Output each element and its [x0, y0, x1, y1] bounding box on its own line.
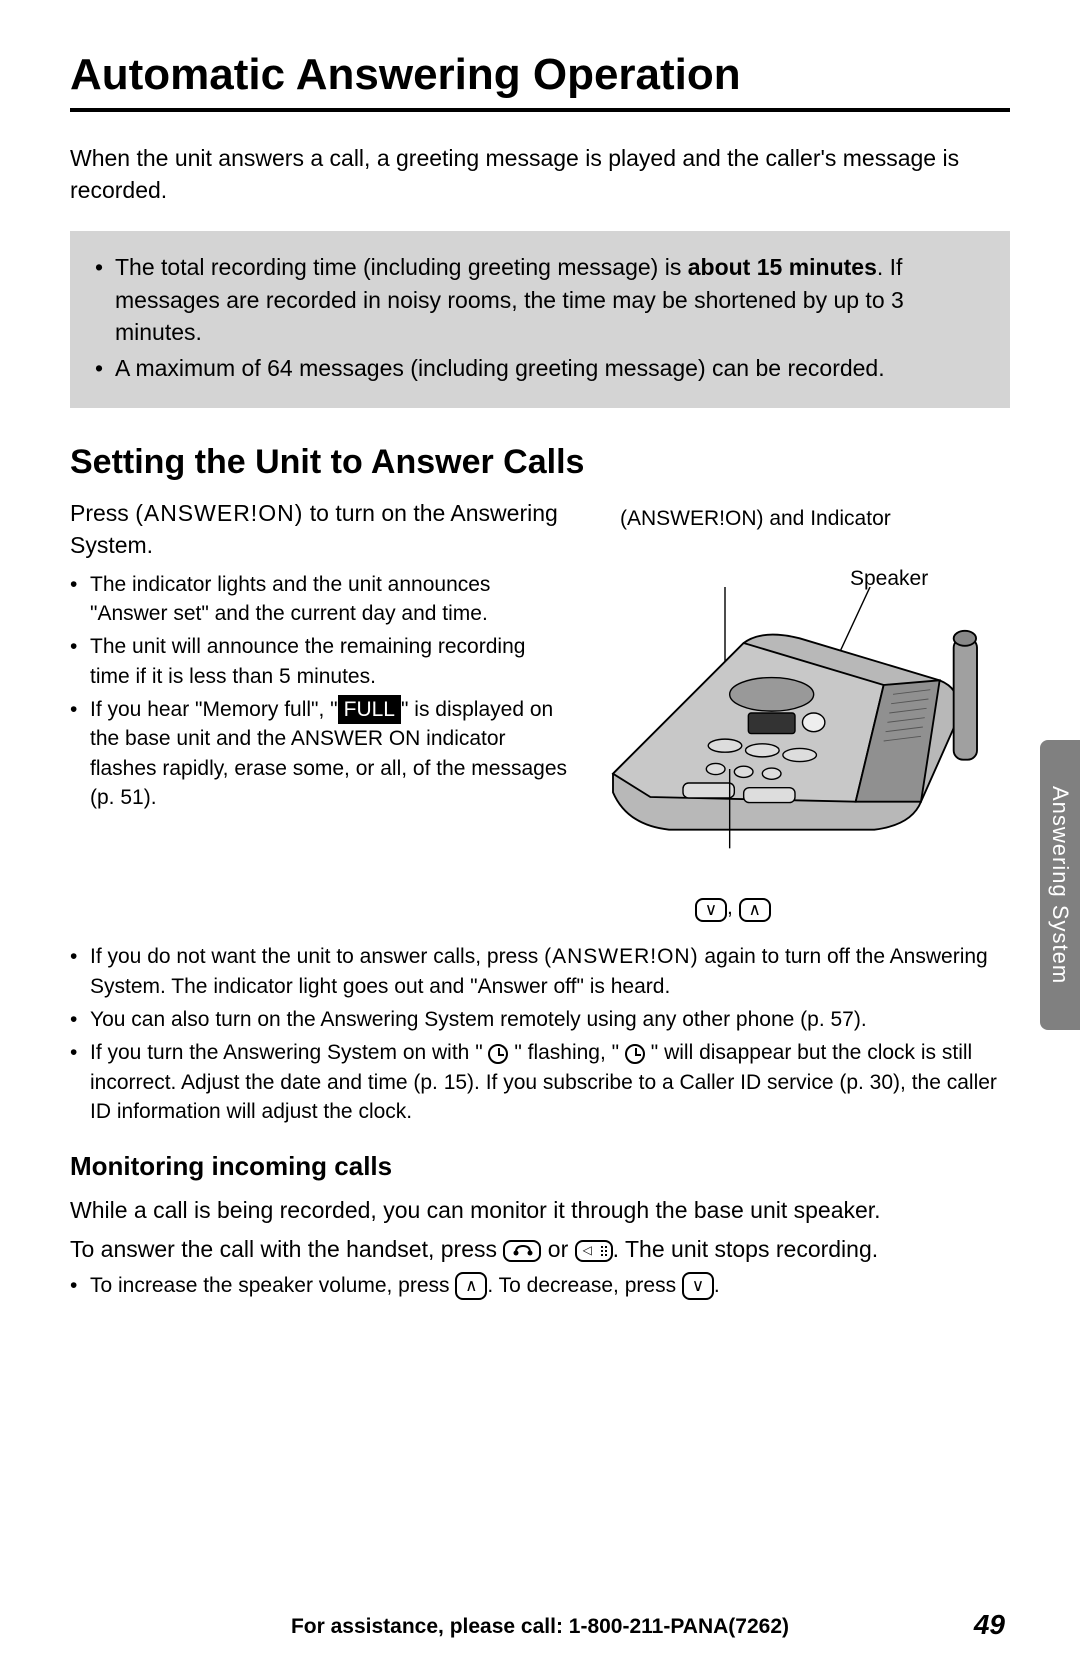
down-key-icon: ∨: [682, 1272, 714, 1300]
infobox-item-2: A maximum of 64 messages (including gree…: [115, 352, 885, 384]
bullet-icon: •: [95, 251, 115, 348]
section1-bullet-5: You can also turn on the Answering Syste…: [90, 1005, 867, 1034]
section-heading: Setting the Unit to Answer Calls: [70, 443, 1010, 482]
device-diagram-area: (ANSWER!ON) and Indicator Speaker: [580, 507, 1010, 927]
section1-bullet-2: The unit will announce the remaining rec…: [90, 632, 570, 691]
section2-p2: To answer the call with the handset, pre…: [70, 1233, 1010, 1265]
answer-on-label: (ANSWER!ON): [135, 500, 303, 526]
footer-assistance: For assistance, please call: 1-800-211-P…: [0, 1615, 1080, 1639]
bullet-icon: •: [70, 942, 90, 1001]
clock-icon: [488, 1044, 508, 1064]
section1-bullet-6: If you turn the Answering System on with…: [90, 1038, 1010, 1126]
bullet-icon: •: [70, 1038, 90, 1126]
full-indicator: FULL: [338, 695, 401, 724]
infobox-item-1: The total recording time (including gree…: [115, 251, 985, 348]
speaker-key-icon: [575, 1240, 613, 1262]
intro-paragraph: When the unit answers a call, a greeting…: [70, 142, 1010, 206]
section1-bullet-4: If you do not want the unit to answer ca…: [90, 942, 1010, 1001]
device-illustration: [580, 587, 1010, 867]
press-instruction: Press (ANSWER!ON) to turn on the Answeri…: [70, 497, 570, 561]
bullet-icon: •: [70, 632, 90, 691]
section-tab: Answering System: [1040, 740, 1080, 1030]
arrow-keys-label: ∨, ∧: [695, 896, 771, 922]
down-key-icon: ∨: [695, 898, 727, 922]
section1-bullet-1: The indicator lights and the unit announ…: [90, 570, 570, 629]
section2-bullet-1: To increase the speaker volume, press ∧.…: [90, 1271, 720, 1300]
subsection-heading: Monitoring incoming calls: [70, 1151, 1010, 1182]
clock-icon: [625, 1044, 645, 1064]
page-title: Automatic Answering Operation: [70, 50, 1010, 112]
bullet-icon: •: [70, 570, 90, 629]
up-key-icon: ∧: [455, 1272, 487, 1300]
bullet-icon: •: [70, 1005, 90, 1034]
info-box: • The total recording time (including gr…: [70, 231, 1010, 408]
talk-key-icon: [503, 1240, 541, 1262]
bullet-icon: •: [95, 352, 115, 384]
bullet-icon: •: [70, 1271, 90, 1300]
callout-answer-on: (ANSWER!ON) and Indicator: [620, 507, 891, 531]
bullet-icon: •: [70, 695, 90, 813]
page-number: 49: [974, 1609, 1005, 1641]
section2-p1: While a call is being recorded, you can …: [70, 1194, 1010, 1226]
up-key-icon: ∧: [739, 898, 771, 922]
section1-bullet-3: If you hear "Memory full", "FULL" is dis…: [90, 695, 570, 813]
